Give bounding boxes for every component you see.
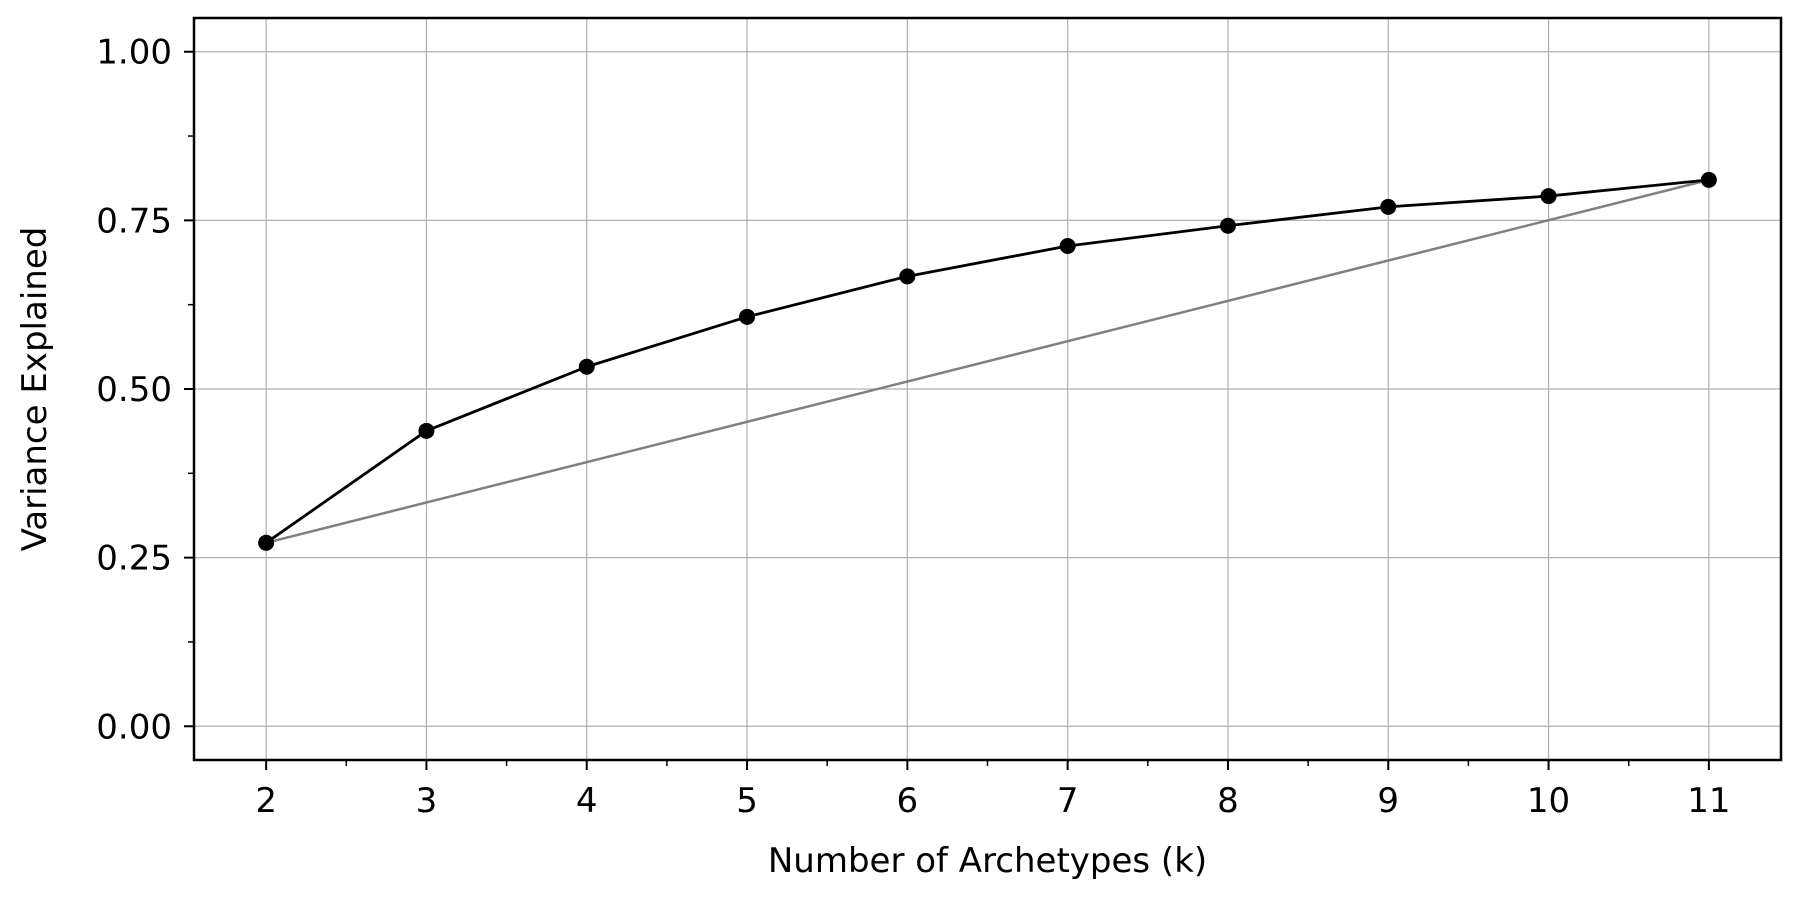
reference-line [265,178,1710,545]
y-tick-label: 0.00 [96,707,172,747]
series-layer [258,171,1717,551]
data-point [418,422,435,439]
data-point [578,358,595,375]
data-point [1059,237,1076,254]
x-tick-label: 5 [736,781,758,821]
x-tick-label: 8 [1217,781,1239,821]
data-point [1540,188,1557,205]
y-tick-label: 1.00 [96,33,172,73]
x-tick-label: 10 [1527,781,1570,821]
x-tick-label: 9 [1377,781,1399,821]
axis-ticks: 2 3 4 5 6 7 8 9 10 11 0.00 0.25 0.50 0.75 1.00 [96,33,1730,821]
x-tick-label: 3 [416,781,438,821]
data-point [1380,198,1397,215]
data-point [258,534,275,551]
y-tick-label: 0.75 [96,201,172,241]
x-tick-label: 11 [1687,781,1730,821]
x-axis-title: Number of Archetypes (k) [768,841,1207,881]
data-point [739,308,756,325]
x-tick-label: 2 [255,781,277,821]
data-point [1700,171,1717,188]
data-point [899,268,916,285]
y-tick-label: 0.25 [96,539,172,579]
grid-lines [194,18,1781,760]
reference-line-layer [265,178,1710,545]
x-tick-label: 4 [576,781,598,821]
y-tick-label: 0.50 [96,370,172,410]
x-tick-label: 7 [1057,781,1079,821]
data-point [1219,217,1236,234]
y-axis-title: Variance Explained [15,227,55,552]
x-tick-label: 6 [897,781,919,821]
series-line [265,178,1710,544]
